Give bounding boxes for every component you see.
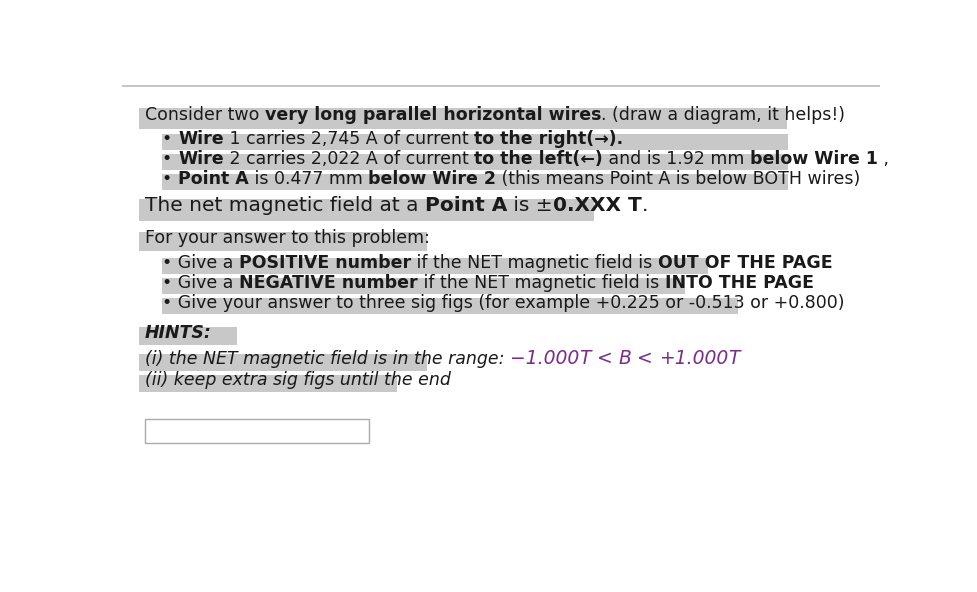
Text: below Wire 2: below Wire 2	[368, 170, 495, 188]
Text: and is 1.92 mm: and is 1.92 mm	[602, 150, 749, 168]
FancyBboxPatch shape	[139, 108, 786, 130]
Text: OUT OF THE PAGE: OUT OF THE PAGE	[658, 253, 832, 272]
Text: (ii) keep extra sig figs until the end: (ii) keep extra sig figs until the end	[145, 371, 450, 389]
FancyBboxPatch shape	[162, 174, 786, 191]
Text: •: •	[162, 130, 178, 147]
Text: Wire: Wire	[178, 150, 224, 168]
Text: −1.000: −1.000	[509, 349, 578, 368]
FancyBboxPatch shape	[139, 199, 593, 221]
Text: • Give your answer to three sig figs (for example +0.225 or -0.513 or +0.800): • Give your answer to three sig figs (fo…	[162, 294, 844, 311]
Text: (this means Point A is below BOTH wires): (this means Point A is below BOTH wires)	[495, 170, 860, 188]
Text: .: .	[641, 196, 648, 215]
FancyBboxPatch shape	[162, 298, 738, 314]
Text: ,: ,	[876, 150, 888, 168]
Text: • Give a: • Give a	[162, 274, 239, 292]
Text: HINTS:: HINTS:	[145, 324, 212, 342]
Text: POSITIVE number: POSITIVE number	[239, 253, 411, 272]
Text: NEGATIVE number: NEGATIVE number	[239, 274, 417, 292]
Text: . (draw a diagram, it helps!): . (draw a diagram, it helps!)	[601, 106, 844, 124]
Text: <: <	[631, 349, 658, 368]
Text: is ±: is ±	[507, 196, 552, 215]
Text: 0.XXX T: 0.XXX T	[552, 196, 641, 215]
Text: to the right(→).: to the right(→).	[474, 130, 622, 147]
Text: Point A: Point A	[424, 196, 507, 215]
Text: very long parallel horizontal wires: very long parallel horizontal wires	[265, 106, 601, 124]
Text: +1.000: +1.000	[658, 349, 728, 368]
Text: Consider two: Consider two	[145, 106, 265, 124]
Text: Point A: Point A	[178, 170, 249, 188]
FancyBboxPatch shape	[162, 258, 707, 274]
Text: to the left(←): to the left(←)	[474, 150, 602, 168]
FancyBboxPatch shape	[139, 327, 237, 346]
Text: (i) the NET magnetic field is in the range:: (i) the NET magnetic field is in the ran…	[145, 350, 509, 368]
Text: <: <	[590, 349, 617, 368]
Text: B: B	[617, 349, 631, 368]
Text: •: •	[162, 150, 178, 168]
Text: • Give a: • Give a	[162, 253, 239, 272]
FancyBboxPatch shape	[162, 278, 685, 294]
Text: T: T	[578, 349, 590, 368]
Text: if the NET magnetic field is: if the NET magnetic field is	[411, 253, 658, 272]
Text: INTO THE PAGE: INTO THE PAGE	[664, 274, 813, 292]
FancyBboxPatch shape	[139, 233, 427, 250]
Text: The net magnetic field at a: The net magnetic field at a	[145, 196, 424, 215]
Text: below Wire 1: below Wire 1	[749, 150, 876, 168]
FancyBboxPatch shape	[139, 353, 427, 371]
Text: •: •	[162, 170, 178, 188]
FancyBboxPatch shape	[145, 419, 368, 443]
FancyBboxPatch shape	[162, 134, 786, 150]
Text: For your answer to this problem:: For your answer to this problem:	[145, 229, 430, 247]
Text: is 0.477 mm: is 0.477 mm	[249, 170, 368, 188]
Text: T: T	[728, 349, 740, 368]
Text: 1 carries 2,745 A of current: 1 carries 2,745 A of current	[224, 130, 474, 147]
FancyBboxPatch shape	[139, 375, 397, 392]
FancyBboxPatch shape	[162, 154, 786, 170]
Text: if the NET magnetic field is: if the NET magnetic field is	[417, 274, 664, 292]
Text: Wire: Wire	[178, 130, 224, 147]
Text: 2 carries 2,022 A of current: 2 carries 2,022 A of current	[224, 150, 474, 168]
